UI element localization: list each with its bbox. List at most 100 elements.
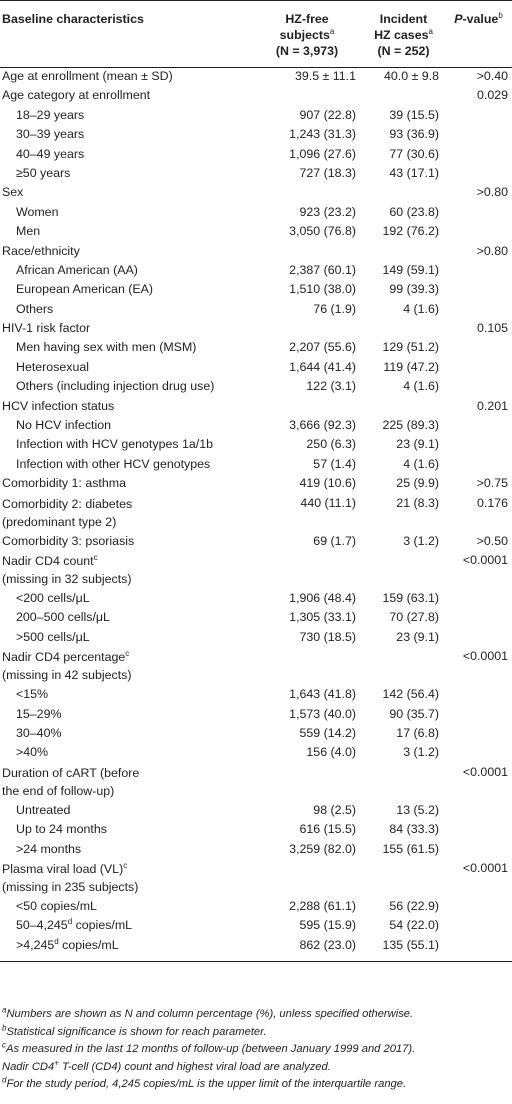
hz-cases-value: 129 (51.2) [382, 340, 439, 355]
row-label: Heterosexual [16, 359, 90, 374]
hz-free-value: 39.5 ± 11.1 [295, 69, 356, 83]
header-p-value: P-valueb [454, 10, 503, 26]
hz-cases-value [362, 552, 445, 590]
p-value: >0.40 [476, 69, 508, 83]
p-value: >0.75 [476, 476, 508, 491]
p-value [445, 802, 512, 821]
p-value [445, 204, 512, 223]
row-label: Race/ethnicity [2, 243, 80, 258]
hz-cases-value: 4 (1.6) [403, 379, 439, 394]
hz-cases-value: 40.0 ± 9.8 [383, 69, 439, 83]
hz-cases-value: 4 (1.6) [403, 456, 439, 471]
table-row: Untreated 98 (2.5) 13 (5.2) [0, 802, 512, 821]
header-hz-cases-n: (N = 252) [377, 44, 430, 58]
p-value: 0.201 [476, 398, 508, 413]
table-footnotes: aNumbers are shown as N and column perce… [2, 1006, 510, 1094]
footnote: cAs measured in the last 12 months of fo… [2, 1040, 416, 1073]
table-row: >24 months 3,259 (82.0) 155 (61.5) [0, 841, 512, 860]
p-value [445, 706, 512, 725]
hz-free-value: 727 (18.3) [299, 165, 356, 180]
table-row: Comorbidity 2: diabetes (predominant type… [0, 495, 512, 533]
hz-free-value: 595 (15.9) [299, 918, 356, 933]
row-label: Infection with HCV genotypes 1a/1b [16, 437, 213, 452]
hz-cases-value: 3 (1.2) [403, 745, 439, 760]
p-value [445, 126, 512, 145]
p-value [445, 841, 512, 860]
row-label: 40–49 years [16, 146, 85, 161]
hz-cases-value: 99 (39.3) [389, 282, 439, 297]
table-row: <50 copies/mL 2,288 (61.1) 56 (22.9) [0, 898, 512, 917]
row-label: Age category at enrollment [2, 88, 151, 103]
p-value [445, 917, 512, 936]
hz-free-value [252, 398, 362, 417]
table-row: >4,245d copies/mL 862 (23.0) 135 (55.1) [0, 937, 512, 962]
hz-cases-value: 119 (47.2) [383, 359, 439, 374]
row-label: 30–40% [16, 725, 62, 740]
table-row: 15–29% 1,573 (40.0) 90 (35.7) [0, 706, 512, 725]
row-label: Plasma viral load (VL)c (missing in 235 s… [2, 860, 139, 894]
baseline-table-container: Baseline characteristics HZ-free subject… [0, 0, 512, 962]
hz-free-value: 1,243 (31.3) [289, 127, 356, 142]
row-label: Infection with other HCV genotypes [16, 456, 211, 471]
row-label: >24 months [16, 841, 82, 856]
hz-cases-value: 192 (76.2) [382, 224, 439, 239]
table-row: Age at enrollment (mean ± SD) 39.5 ± 11.1… [0, 68, 512, 88]
hz-free-value: 1,096 (27.6) [289, 146, 356, 161]
row-label: HIV-1 risk factor [2, 321, 91, 336]
hz-cases-value [362, 398, 445, 417]
p-value [445, 456, 512, 475]
hz-free-value: 1,644 (41.4) [289, 359, 356, 374]
p-value [445, 262, 512, 281]
table-row: Nadir CD4 percentagec (missing in 42 subj… [0, 648, 512, 686]
p-value [445, 378, 512, 397]
hz-free-value [252, 320, 362, 339]
p-value [445, 223, 512, 242]
table-row: Race/ethnicity >0.80 [0, 243, 512, 262]
hz-free-value: 250 (6.3) [306, 437, 356, 452]
table-row: Infection with HCV genotypes 1a/1b 250 (6… [0, 436, 512, 455]
p-value: >0.80 [476, 185, 508, 200]
row-label: Nadir CD4 percentagec (missing in 42 subj… [2, 649, 132, 683]
p-value [445, 359, 512, 378]
hz-free-value: 69 (1.7) [313, 533, 356, 548]
header-characteristics: Baseline characteristics [2, 12, 144, 26]
hz-cases-value: 13 (5.2) [396, 802, 439, 817]
hz-free-value: 907 (22.8) [299, 107, 356, 122]
table-row: Age category at enrollment 0.029 [0, 87, 512, 106]
hz-free-value [252, 87, 362, 106]
table-row: HIV-1 risk factor 0.105 [0, 320, 512, 339]
p-value: >0.80 [476, 243, 508, 258]
p-value [445, 629, 512, 648]
table-row: Comorbidity 1: asthma 419 (10.6) 25 (9.9) >… [0, 475, 512, 494]
p-value [445, 686, 512, 705]
hz-cases-value: 3 (1.2) [403, 533, 439, 548]
p-value: 0.029 [476, 88, 508, 103]
row-label: Age at enrollment (mean ± SD) [2, 69, 173, 83]
table-row: 50–4,245d copies/mL 595 (15.9) 54 (22.0) [0, 917, 512, 936]
table-row: HCV infection status 0.201 [0, 398, 512, 417]
table-row: Men 3,050 (76.8) 192 (76.2) [0, 223, 512, 242]
table-row: European American (EA) 1,510 (38.0) 99 (39… [0, 281, 512, 300]
hz-free-value: 1,643 (41.8) [289, 687, 356, 702]
row-label: 30–39 years [16, 127, 85, 142]
hz-cases-value: 25 (9.9) [396, 476, 439, 491]
hz-free-value: 1,305 (33.1) [289, 610, 356, 625]
hz-free-value [252, 860, 362, 898]
hz-cases-value: 77 (30.6) [389, 146, 439, 161]
row-label: Others (including injection drug use) [16, 379, 215, 394]
row-label: European American (EA) [16, 282, 154, 297]
table-row: ≥50 years 727 (18.3) 43 (17.1) [0, 165, 512, 184]
hz-free-value: 3,050 (76.8) [289, 224, 356, 239]
hz-free-value: 559 (14.2) [299, 725, 356, 740]
table-row: 18–29 years 907 (22.8) 39 (15.5) [0, 107, 512, 126]
hz-free-value: 2,207 (55.6) [289, 340, 356, 355]
hz-free-value: 616 (15.5) [299, 822, 356, 837]
row-label: Comorbidity 2: diabetes (predominant type… [2, 496, 133, 529]
hz-cases-value [362, 648, 445, 686]
footnote: dFor the study period, 4,245 copies/mL i… [2, 1075, 407, 1091]
table-row: 40–49 years 1,096 (27.6) 77 (30.6) [0, 146, 512, 165]
row-label: Women [16, 204, 59, 219]
table-row: Men having sex with men (MSM) 2,207 (55.6… [0, 339, 512, 358]
p-value: <0.0001 [462, 764, 508, 779]
hz-free-value: 2,387 (60.1) [289, 262, 356, 277]
